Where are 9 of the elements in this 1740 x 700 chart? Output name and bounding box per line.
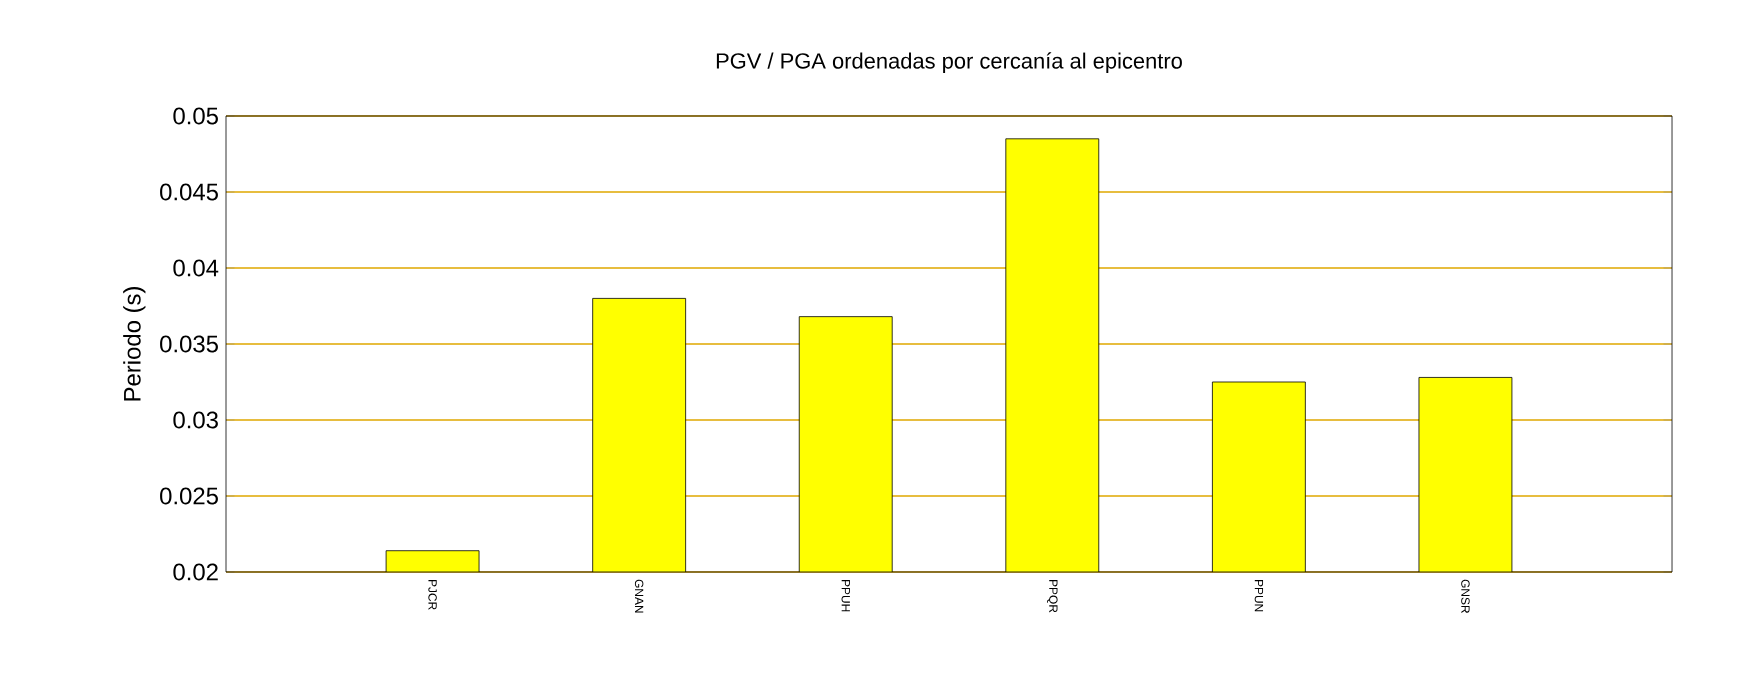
- chart-title: PGV / PGA ordenadas por cercanía al epicentro: [716, 52, 1182, 73]
- y-tick-label: 0.045: [160, 183, 218, 201]
- y-tick-label: 0.02: [173, 563, 218, 581]
- y-tick-label: 0.05: [173, 107, 218, 125]
- y-tick-label: 0.04: [173, 259, 219, 277]
- y-tick-label: 0.035: [160, 335, 218, 353]
- y-tick-label: 0.03: [173, 411, 218, 429]
- y-tick-label: 0.025: [160, 487, 218, 505]
- y-axis-title: Periodo (s): [123, 287, 146, 401]
